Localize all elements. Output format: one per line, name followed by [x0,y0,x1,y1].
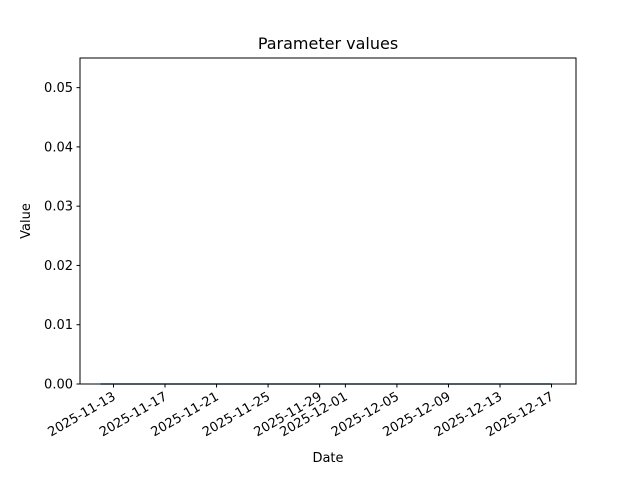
y-tick-label: 0.03 [44,200,73,215]
y-tick-label: 0.02 [44,259,73,274]
x-axis-label: Date [312,451,343,466]
y-tick-label: 0.04 [44,140,73,155]
chart-title: Parameter values [258,34,398,53]
y-tick-label: 0.05 [44,81,73,96]
y-tick-label: 0.01 [44,318,73,333]
y-tick-label: 0.00 [44,378,73,393]
plot-frame [79,57,577,385]
y-axis-label: Value [19,203,34,239]
